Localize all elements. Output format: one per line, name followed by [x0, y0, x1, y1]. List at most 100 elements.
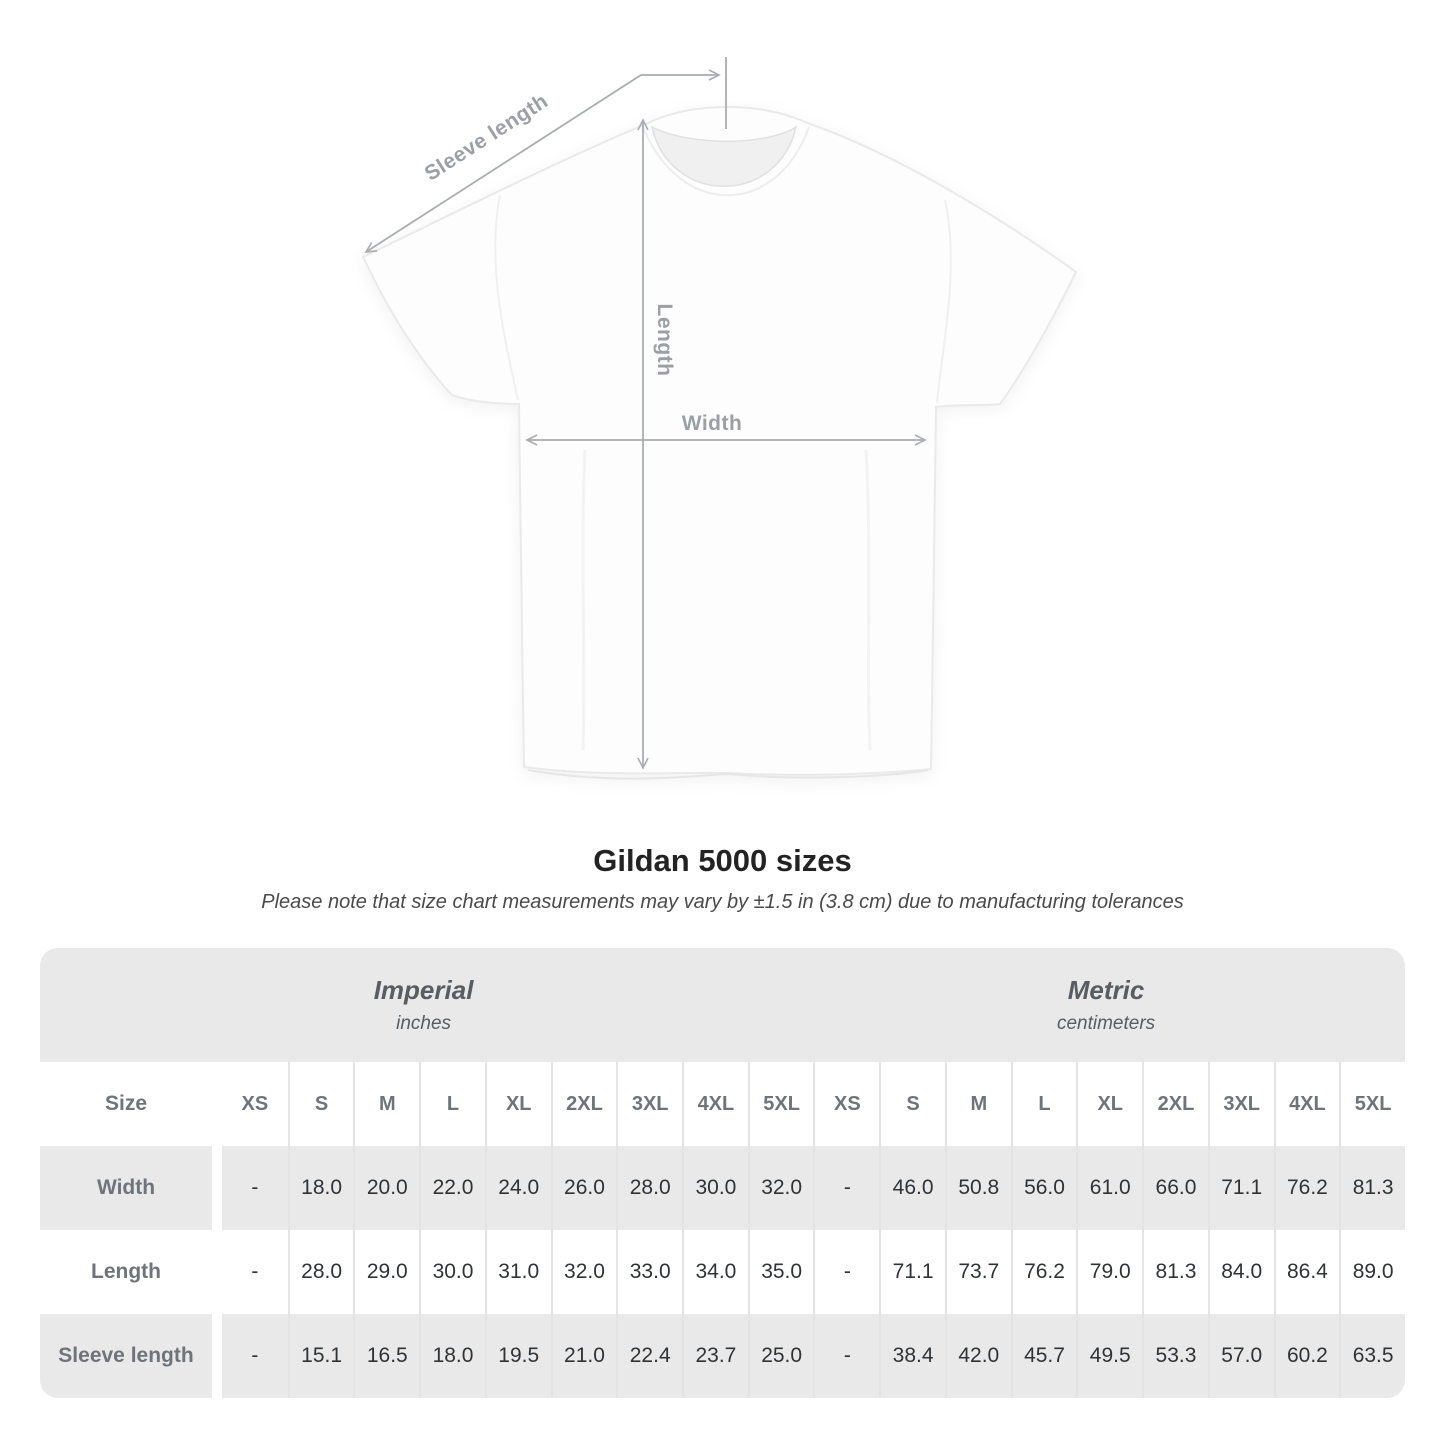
size-col-header: S [287, 1062, 354, 1146]
value-cell: 33.0 [616, 1230, 682, 1314]
value-cell: 24.0 [484, 1146, 551, 1230]
value-cell: 49.5 [1076, 1314, 1143, 1398]
column-gap [212, 1314, 222, 1398]
value-cell: 50.8 [944, 1146, 1011, 1230]
value-cell: 21.0 [550, 1314, 617, 1398]
value-cell: 61.0 [1076, 1146, 1143, 1230]
value-cell: 20.0 [353, 1146, 420, 1230]
value-cell: 71.1 [879, 1230, 945, 1314]
value-cell: 45.7 [1010, 1314, 1077, 1398]
size-col-header: S [879, 1062, 945, 1146]
column-gap [212, 1062, 222, 1146]
value-cell: - [222, 1314, 288, 1398]
value-cell: 32.0 [747, 1146, 814, 1230]
value-cell: 16.5 [353, 1314, 420, 1398]
size-col-header: 5XL [1339, 1062, 1405, 1146]
value-cell: 42.0 [944, 1314, 1011, 1398]
width-label: Width [682, 412, 743, 435]
value-cell: - [813, 1314, 880, 1398]
metric-title: Metric [1067, 975, 1145, 1005]
value-cell: - [251, 1260, 259, 1283]
value-cell: 71.1 [1207, 1146, 1274, 1230]
value-cell: 28.0 [287, 1230, 354, 1314]
row-label: Sleeve length [40, 1314, 212, 1398]
value-cell: 35.0 [747, 1230, 814, 1314]
value-cell: 15.1 [287, 1314, 354, 1398]
table-row-width: Width - 18.0 20.0 22.0 24.0 26.0 28.0 30… [40, 1146, 1405, 1230]
table-row-sleeve-length: Sleeve length - 15.1 16.5 18.0 19.5 21.0… [40, 1314, 1405, 1398]
tolerance-note: Please note that size chart measurements… [261, 891, 1184, 913]
value-cell: 29.0 [353, 1230, 419, 1314]
value-cell: 22.4 [616, 1314, 683, 1398]
size-col-header: 3XL [616, 1062, 682, 1146]
size-col-header: 4XL [682, 1062, 748, 1146]
tshirt-graphic [361, 105, 1078, 780]
value-cell: 34.0 [682, 1230, 748, 1314]
value-cell: 86.4 [1273, 1230, 1340, 1314]
value-cell: 89.0 [1339, 1230, 1405, 1314]
value-cell: 31.0 [484, 1230, 551, 1314]
imperial-header: Imperial inches [40, 948, 807, 1062]
table-row-length: Length - 28.0 29.0 30.0 31.0 32.0 33.0 3… [40, 1230, 1405, 1314]
unit-header-band: Imperial inches Metric centimeters [40, 948, 1405, 1062]
value-cell: 84.0 [1207, 1230, 1274, 1314]
size-col-header: XS [813, 1062, 879, 1146]
value-cell: 66.0 [1142, 1146, 1208, 1230]
size-col-header: M [353, 1062, 419, 1146]
value-cell: 18.0 [287, 1146, 354, 1230]
value-cell: 26.0 [550, 1146, 617, 1230]
sleeve-length-arrow-diagonal [364, 74, 642, 253]
value-cell: 53.3 [1142, 1314, 1208, 1398]
size-col-header: L [1010, 1062, 1077, 1146]
value-cell: - [813, 1146, 880, 1230]
value-cell: 28.0 [616, 1146, 683, 1230]
size-col-header: L [419, 1062, 485, 1146]
size-col-header: 2XL [1142, 1062, 1208, 1146]
size-col-header: XL [484, 1062, 551, 1146]
value-cell: 23.7 [682, 1314, 748, 1398]
value-cell: 19.5 [484, 1314, 551, 1398]
row-label: Length [91, 1260, 161, 1283]
imperial-title: Imperial [373, 975, 474, 1005]
metric-header: Metric centimeters [807, 948, 1405, 1062]
metric-subtitle: centimeters [1056, 1013, 1156, 1034]
value-cell: 73.7 [944, 1230, 1011, 1314]
row-label: Width [40, 1146, 212, 1230]
length-label: Length [653, 304, 676, 377]
value-cell: 30.0 [419, 1230, 485, 1314]
value-cell: 25.0 [747, 1314, 814, 1398]
value-cell: 63.5 [1339, 1314, 1405, 1398]
column-gap [212, 1146, 222, 1230]
value-cell: - [813, 1230, 879, 1314]
value-cell: 32.0 [550, 1230, 617, 1314]
size-col-header: XL [1076, 1062, 1142, 1146]
value-cell: 30.0 [682, 1146, 748, 1230]
value-cell: 60.2 [1273, 1314, 1340, 1398]
value-cell: 57.0 [1207, 1314, 1274, 1398]
value-cell: 18.0 [419, 1314, 485, 1398]
value-cell: 81.3 [1142, 1230, 1208, 1314]
size-col-header: 4XL [1273, 1062, 1340, 1146]
value-cell: 46.0 [879, 1146, 945, 1230]
value-cell: 22.0 [419, 1146, 485, 1230]
sleeve-length-label: Sleeve length [421, 89, 553, 185]
imperial-subtitle: inches [396, 1013, 452, 1034]
page-title: Gildan 5000 sizes [593, 843, 852, 878]
corner-label: Size [104, 1092, 148, 1115]
value-cell: 81.3 [1339, 1146, 1405, 1230]
size-table: Imperial inches Metric centimeters Size … [40, 948, 1405, 1398]
collar-opening [650, 125, 798, 187]
value-cell: 38.4 [879, 1314, 945, 1398]
column-gap [212, 1230, 222, 1314]
size-col-header: 2XL [550, 1062, 617, 1146]
size-header-row: Size XS S M L XL 2XL 3XL 4XL 5XL XS S M … [40, 1062, 1405, 1146]
value-cell: 79.0 [1076, 1230, 1142, 1314]
value-cell: - [222, 1146, 288, 1230]
size-col-header: 3XL [1207, 1062, 1274, 1146]
size-col-header: XS [241, 1092, 269, 1115]
size-col-header: 5XL [747, 1062, 814, 1146]
value-cell: 56.0 [1010, 1146, 1077, 1230]
value-cell: 76.2 [1273, 1146, 1340, 1230]
tshirt-measurement-diagram: Sleeve length Length Width [361, 57, 1078, 780]
